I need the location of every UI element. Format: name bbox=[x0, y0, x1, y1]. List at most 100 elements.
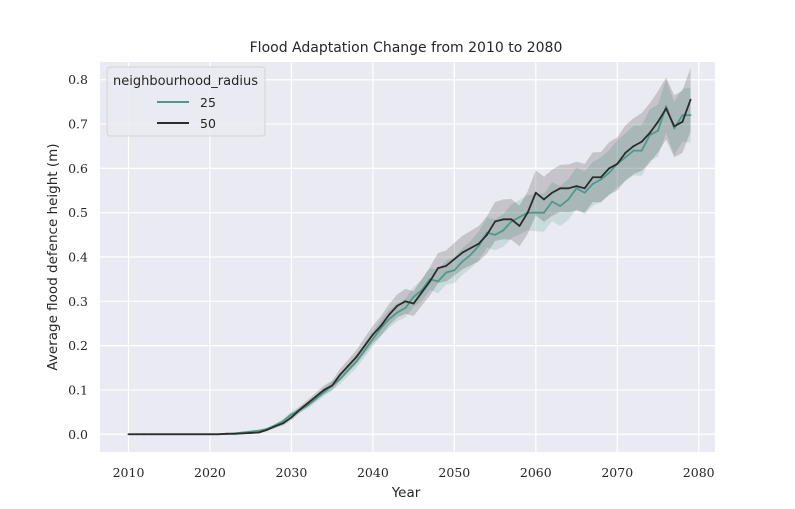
data-point-50 bbox=[502, 218, 505, 221]
data-point-50 bbox=[445, 264, 448, 267]
data-point-50 bbox=[575, 185, 578, 187]
data-point-50 bbox=[355, 355, 358, 358]
data-point-50 bbox=[209, 433, 211, 436]
data-point-25 bbox=[600, 178, 602, 181]
y-tick-label: 0.5 bbox=[68, 205, 88, 220]
data-point-50 bbox=[657, 120, 659, 123]
data-point-25 bbox=[567, 198, 570, 201]
data-point-25 bbox=[494, 233, 496, 236]
data-point-25 bbox=[551, 200, 553, 203]
data-point-50 bbox=[510, 218, 513, 221]
data-point-50 bbox=[404, 300, 407, 303]
y-tick-label: 0.0 bbox=[68, 427, 88, 442]
data-point-50 bbox=[559, 187, 562, 190]
data-point-50 bbox=[225, 432, 228, 435]
data-point-50 bbox=[323, 389, 325, 391]
x-tick-label: 2010 bbox=[113, 465, 145, 480]
data-point-50 bbox=[127, 433, 130, 436]
data-point-25 bbox=[534, 211, 537, 214]
data-point-25 bbox=[502, 229, 505, 232]
data-point-25 bbox=[412, 295, 415, 298]
data-point-50 bbox=[249, 432, 252, 434]
data-point-25 bbox=[445, 271, 448, 274]
y-tick-label: 0.7 bbox=[68, 117, 88, 132]
data-point-50 bbox=[200, 433, 203, 436]
y-tick-label: 0.1 bbox=[68, 382, 88, 397]
data-point-50 bbox=[429, 280, 431, 283]
data-point-25 bbox=[323, 391, 325, 394]
data-point-50 bbox=[233, 432, 236, 435]
data-point-25 bbox=[657, 129, 659, 132]
data-point-50 bbox=[176, 433, 179, 436]
data-point-50 bbox=[551, 191, 553, 194]
data-point-50 bbox=[534, 191, 537, 194]
data-point-50 bbox=[567, 187, 570, 190]
series-lines bbox=[127, 98, 692, 436]
data-point-25 bbox=[461, 260, 464, 263]
data-point-50 bbox=[518, 225, 521, 227]
data-point-50 bbox=[477, 242, 480, 245]
data-point-50 bbox=[135, 433, 138, 436]
data-point-50 bbox=[420, 291, 423, 294]
legend-title: neighbourhood_radius bbox=[113, 74, 258, 89]
data-point-50 bbox=[306, 402, 309, 405]
data-point-25 bbox=[290, 413, 293, 416]
x-tick-label: 2070 bbox=[601, 465, 633, 480]
data-point-50 bbox=[241, 432, 244, 435]
legend: neighbourhood_radius 25 50 bbox=[106, 66, 266, 137]
data-point-25 bbox=[632, 149, 635, 152]
data-point-50 bbox=[192, 433, 195, 436]
data-point-25 bbox=[257, 429, 260, 432]
data-point-50 bbox=[168, 433, 171, 436]
data-point-50 bbox=[583, 187, 586, 190]
x-tick-label: 2060 bbox=[520, 465, 552, 480]
data-point-50 bbox=[412, 302, 415, 305]
data-point-50 bbox=[453, 258, 456, 261]
data-point-50 bbox=[152, 433, 154, 436]
data-point-25 bbox=[347, 369, 350, 371]
data-point-50 bbox=[673, 125, 676, 128]
data-point-25 bbox=[608, 171, 611, 174]
data-point-25 bbox=[388, 318, 391, 320]
data-point-25 bbox=[404, 307, 407, 309]
data-point-25 bbox=[510, 220, 513, 223]
data-point-50 bbox=[371, 333, 374, 336]
data-point-25 bbox=[591, 182, 594, 185]
data-point-50 bbox=[648, 132, 651, 134]
y-tick-label: 0.4 bbox=[68, 250, 88, 265]
data-point-50 bbox=[314, 395, 317, 398]
data-point-50 bbox=[689, 98, 692, 101]
data-point-50 bbox=[681, 120, 684, 123]
data-point-50 bbox=[640, 140, 643, 143]
data-point-25 bbox=[681, 114, 684, 117]
data-point-25 bbox=[355, 360, 358, 363]
data-point-50 bbox=[282, 422, 285, 425]
data-point-25 bbox=[640, 149, 643, 152]
data-point-50 bbox=[347, 364, 350, 367]
data-point-25 bbox=[453, 269, 456, 272]
data-point-50 bbox=[461, 251, 464, 254]
data-point-25 bbox=[559, 205, 562, 207]
data-point-50 bbox=[339, 373, 342, 376]
data-point-25 bbox=[665, 105, 668, 108]
data-point-50 bbox=[543, 198, 545, 201]
data-point-50 bbox=[266, 428, 268, 431]
y-axis-label: Average flood defence height (m) bbox=[45, 143, 61, 370]
data-point-50 bbox=[469, 247, 472, 250]
data-point-25 bbox=[583, 191, 586, 194]
y-tick-label: 0.3 bbox=[68, 294, 88, 309]
data-point-50 bbox=[396, 304, 399, 307]
data-point-50 bbox=[363, 344, 366, 347]
data-point-50 bbox=[600, 176, 602, 179]
y-tick-label: 0.8 bbox=[68, 72, 88, 87]
data-point-50 bbox=[494, 220, 496, 223]
data-point-25 bbox=[363, 349, 366, 351]
data-point-25 bbox=[624, 156, 627, 159]
tick-labels: 2010 2020 2030 2040 2050 2060 2070 2080 0.0 0.1 0.… bbox=[68, 72, 715, 480]
x-tick-label: 2030 bbox=[276, 465, 308, 480]
data-point-25 bbox=[673, 127, 676, 130]
data-point-50 bbox=[257, 431, 260, 434]
y-tick-label: 0.6 bbox=[68, 161, 88, 176]
